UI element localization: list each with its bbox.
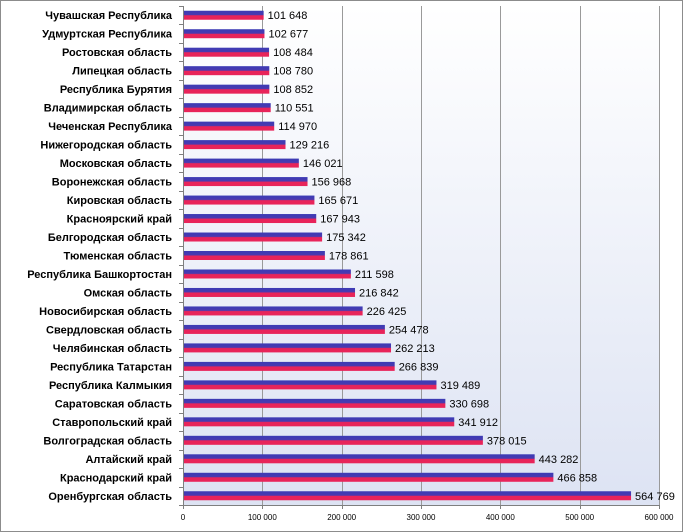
y-category-label: Липецкая область	[72, 66, 172, 78]
y-category-label: Ростовская область	[62, 47, 172, 59]
data-label: 167 943	[320, 214, 360, 226]
y-category-label: Московская область	[60, 158, 172, 170]
data-label: 378 015	[487, 435, 527, 447]
data-label: 114 970	[278, 121, 317, 133]
data-label: 102 677	[268, 29, 308, 41]
y-category-label: Омская область	[84, 287, 173, 299]
data-label: 110 551	[275, 103, 314, 115]
data-label: 165 671	[318, 195, 358, 207]
y-category-label: Республика Татарстан	[50, 361, 172, 373]
bar	[184, 361, 395, 371]
y-category-label: Новосибирская область	[39, 306, 172, 318]
data-label: 226 425	[367, 306, 407, 318]
bar	[184, 380, 437, 390]
bar	[184, 158, 299, 168]
bar	[184, 287, 356, 297]
data-label: 262 213	[395, 343, 435, 355]
bar	[184, 491, 632, 501]
y-category-label: Нижегородская область	[40, 140, 172, 152]
data-label: 156 968	[312, 177, 352, 189]
bar	[184, 84, 270, 94]
data-label: 330 698	[449, 398, 489, 410]
y-category-label: Оренбургская область	[48, 491, 172, 503]
data-label: 466 858	[557, 472, 597, 484]
bar	[184, 103, 271, 113]
bar	[184, 251, 325, 260]
bar	[184, 435, 483, 445]
data-label: 108 780	[273, 66, 313, 78]
y-category-label: Свердловская область	[46, 324, 172, 336]
data-label: 175 342	[326, 232, 366, 244]
bar	[184, 47, 270, 57]
x-tick-label: 100 000	[248, 513, 277, 522]
y-category-label: Волгоградская область	[43, 435, 172, 447]
x-tick-label: 300 000	[407, 513, 436, 522]
data-label: 341 912	[458, 417, 498, 429]
y-category-label: Краснодарский край	[60, 472, 172, 484]
data-label: 108 852	[273, 84, 313, 96]
data-label: 266 839	[399, 361, 439, 373]
y-category-label: Республика Башкортостан	[27, 269, 172, 281]
y-category-label: Белгородская область	[48, 232, 172, 244]
y-category-label: Челябинская область	[53, 343, 173, 355]
bar	[184, 232, 323, 242]
bar	[184, 29, 265, 39]
bar	[184, 10, 264, 20]
y-category-label: Чувашская Республика	[45, 10, 173, 22]
data-label: 216 842	[359, 287, 399, 299]
bar	[184, 195, 315, 205]
y-category-label: Алтайский край	[85, 454, 172, 466]
x-tick-label: 400 000	[486, 513, 515, 522]
y-category-label: Воронежская область	[52, 177, 172, 189]
x-tick-label: 600 000	[645, 513, 674, 522]
data-label: 146 021	[303, 158, 343, 170]
bar	[184, 121, 275, 131]
data-label: 443 282	[539, 454, 579, 466]
bar	[184, 214, 317, 224]
data-label: 101 648	[268, 10, 308, 22]
data-label: 211 598	[355, 269, 394, 281]
bar	[184, 177, 308, 187]
y-category-label: Ставропольский край	[52, 417, 172, 429]
y-category-label: Тюменская область	[63, 251, 172, 263]
data-label: 319 489	[440, 380, 480, 392]
data-label: 178 861	[329, 251, 369, 263]
bar	[184, 454, 535, 464]
x-tick-label: 0	[181, 513, 186, 522]
y-category-label: Республика Калмыкия	[49, 380, 172, 392]
y-category-label: Республика Бурятия	[60, 84, 172, 96]
y-category-label: Кировская область	[67, 195, 172, 207]
x-tick-label: 200 000	[327, 513, 356, 522]
data-label: 564 769	[635, 491, 675, 503]
bar	[184, 417, 455, 427]
bar	[184, 398, 446, 408]
bar	[184, 343, 392, 353]
data-label: 108 484	[273, 47, 313, 59]
bar	[184, 66, 270, 76]
y-category-label: Удмуртская Республика	[42, 29, 173, 41]
bar	[184, 472, 554, 482]
data-label: 129 216	[290, 140, 330, 152]
data-label: 254 478	[389, 324, 429, 336]
bar	[184, 324, 385, 334]
x-tick-label: 500 000	[565, 513, 594, 522]
y-category-label: Саратовская область	[55, 398, 173, 410]
y-category-label: Владимирская область	[44, 103, 172, 115]
y-category-label: Чеченская Республика	[48, 121, 173, 133]
y-category-label: Красноярский край	[67, 214, 172, 226]
bar	[184, 306, 363, 316]
bar	[184, 269, 351, 279]
bar	[184, 140, 286, 150]
